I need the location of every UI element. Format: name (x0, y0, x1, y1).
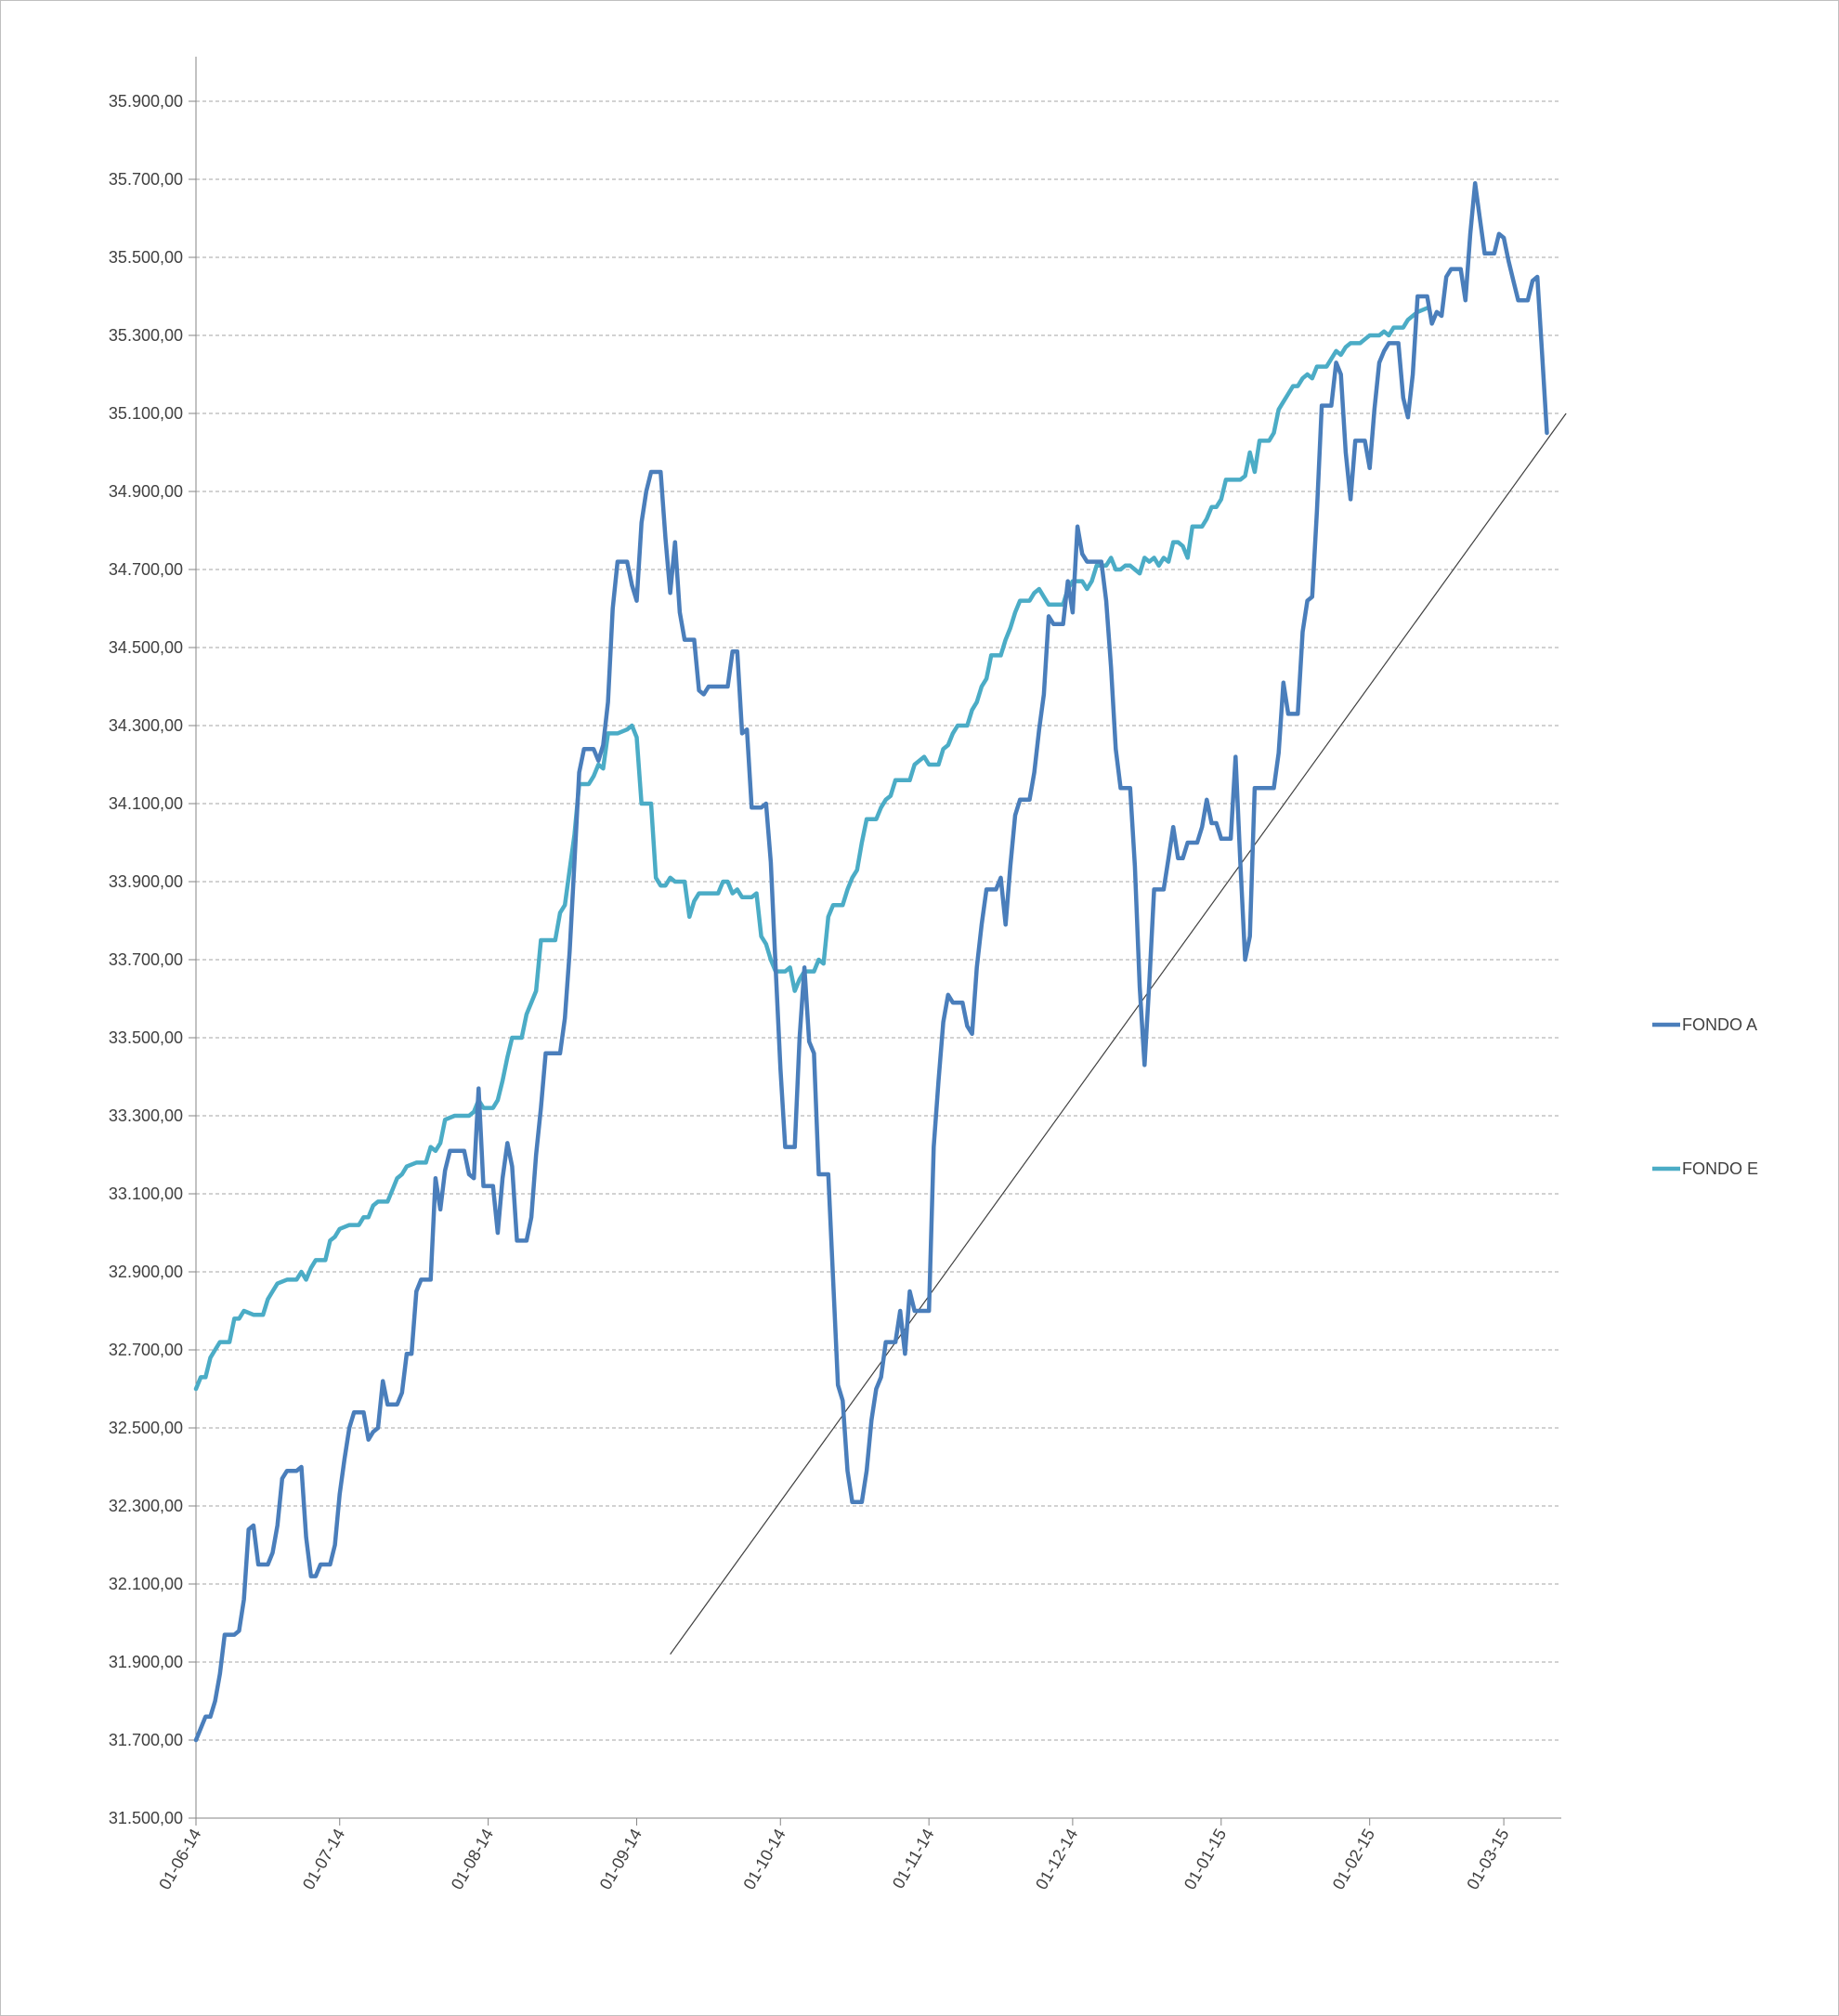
y-tick-label: 32.900,00 (109, 1263, 183, 1281)
y-tick-label: 35.300,00 (109, 326, 183, 345)
x-tick-label: 01-12-14 (1032, 1826, 1081, 1892)
y-tick-label: 34.100,00 (109, 794, 183, 813)
legend-label: FONDO E (1682, 1159, 1758, 1178)
y-tick-label: 35.100,00 (109, 404, 183, 423)
y-tick-label: 35.500,00 (109, 248, 183, 267)
x-tick-label: 01-01-15 (1180, 1826, 1230, 1892)
x-tick-label: 01-10-14 (739, 1826, 789, 1892)
series-line-fondo-a (193, 180, 1549, 1743)
y-tick-label: 31.700,00 (109, 1731, 183, 1749)
y-tick-label: 32.500,00 (109, 1419, 183, 1437)
axes (189, 57, 1561, 1826)
x-tick-label: 01-06-14 (155, 1826, 204, 1892)
y-tick-label: 31.500,00 (109, 1809, 183, 1827)
y-tick-label: 33.300,00 (109, 1106, 183, 1125)
gridlines (196, 100, 1561, 1741)
x-axis-tick-labels: 01-06-14 01-07-14 01-08-14 01-09-14 01-10-14… (155, 1826, 1512, 1892)
y-tick-label: 35.700,00 (109, 170, 183, 189)
y-tick-label: 34.300,00 (109, 716, 183, 735)
series-line-fondo-e (193, 306, 1429, 1392)
legend: FONDO A FONDO E (1652, 1015, 1758, 1178)
y-tick-label: 34.500,00 (109, 638, 183, 657)
y-tick-label: 32.300,00 (109, 1497, 183, 1515)
x-tick-label: 01-07-14 (299, 1826, 348, 1892)
series-lines (193, 180, 1549, 1743)
y-tick-label: 33.100,00 (109, 1185, 183, 1203)
y-tick-label: 33.500,00 (109, 1028, 183, 1047)
y-tick-label: 34.700,00 (109, 560, 183, 579)
trendlines (670, 412, 1567, 1655)
trendline (670, 412, 1567, 1655)
y-tick-label: 31.900,00 (109, 1653, 183, 1671)
y-tick-label: 32.700,00 (109, 1341, 183, 1359)
x-tick-label: 01-03-15 (1463, 1826, 1512, 1892)
y-tick-label: 35.900,00 (109, 92, 183, 111)
x-tick-label: 01-02-15 (1329, 1826, 1378, 1892)
y-axis-tick-labels: 31.500,00 31.700,00 31.900,00 32.100,00 32.3… (109, 92, 183, 1827)
x-tick-label: 01-11-14 (889, 1826, 938, 1892)
y-tick-label: 33.700,00 (109, 950, 183, 969)
x-tick-label: 01-08-14 (448, 1826, 497, 1892)
y-tick-label: 34.900,00 (109, 482, 183, 501)
y-tick-label: 32.100,00 (109, 1575, 183, 1593)
legend-label: FONDO A (1682, 1015, 1757, 1034)
x-tick-label: 01-09-14 (596, 1826, 646, 1892)
y-tick-label: 33.900,00 (109, 872, 183, 891)
